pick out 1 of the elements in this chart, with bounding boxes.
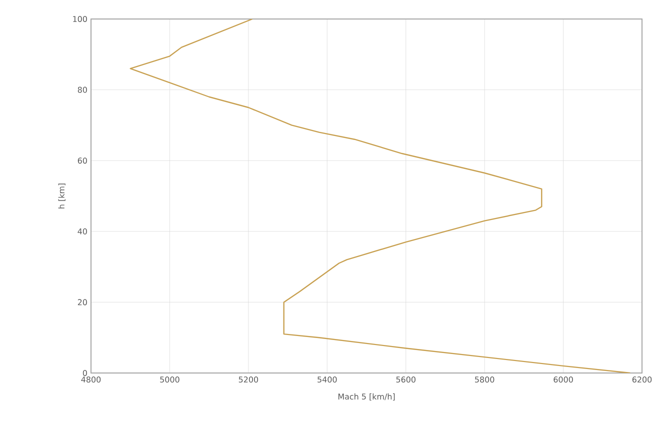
line-series bbox=[130, 18, 631, 373]
